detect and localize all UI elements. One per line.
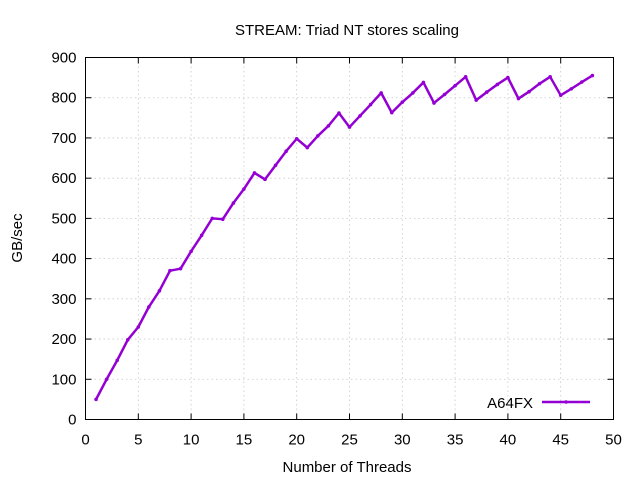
data-point <box>136 325 141 329</box>
data-point <box>484 90 489 94</box>
data-point <box>421 80 426 85</box>
chart-title: STREAM: Triad NT stores scaling <box>235 22 459 39</box>
y-axis-label: GB/sec <box>9 213 26 263</box>
data-point <box>548 75 552 79</box>
x-tick-label: 15 <box>236 432 253 449</box>
plot-frame <box>85 57 614 420</box>
data-point <box>294 136 299 141</box>
data-point <box>474 98 479 102</box>
data-point <box>463 75 468 79</box>
data-point <box>411 91 415 95</box>
data-point <box>580 80 584 84</box>
data-point <box>537 81 542 86</box>
data-point <box>273 163 278 168</box>
data-point <box>347 125 352 129</box>
y-tick-label: 900 <box>51 50 76 67</box>
ticks-layer: 0 5 10 15 20 25 30 35 40 45 5001002003004005006007… <box>51 50 621 449</box>
data-point <box>305 145 310 150</box>
data-point <box>220 217 225 221</box>
data-point <box>442 92 447 97</box>
x-tick-label: 0 <box>81 432 89 449</box>
y-tick-label: 100 <box>51 371 76 388</box>
x-tick-label: 20 <box>288 432 305 449</box>
data-point <box>104 377 109 382</box>
y-tick-label: 600 <box>51 170 76 187</box>
data-point <box>358 114 362 118</box>
data-point <box>284 149 288 154</box>
data-point <box>453 83 457 88</box>
x-tick-label: 30 <box>394 432 411 449</box>
data-point <box>210 216 215 221</box>
series-line-a64fx <box>94 74 594 400</box>
grid-layer <box>85 57 614 420</box>
legend-marker-a64fx <box>564 400 568 404</box>
y-tick-label: 500 <box>51 210 76 227</box>
data-point <box>252 171 257 175</box>
legend-label-a64fx: A64FX <box>487 395 533 412</box>
data-point <box>263 177 267 182</box>
x-tick-label: 35 <box>447 432 464 449</box>
y-tick-label: 700 <box>51 130 76 147</box>
data-point <box>506 75 510 80</box>
data-point <box>432 101 436 105</box>
x-tick-label: 10 <box>183 432 200 449</box>
x-tick-label: 25 <box>341 432 358 449</box>
legend: A64FX <box>487 395 590 412</box>
data-point <box>527 89 531 94</box>
data-point <box>125 338 130 342</box>
data-point <box>168 268 172 273</box>
data-point <box>242 187 246 191</box>
data-point <box>495 82 500 87</box>
x-tick-label: 40 <box>500 432 517 449</box>
x-tick-label: 45 <box>552 432 569 449</box>
data-point <box>379 91 383 95</box>
y-tick-label: 0 <box>68 412 76 429</box>
y-tick-label: 800 <box>51 90 76 107</box>
data-point <box>326 124 331 128</box>
series-layer <box>94 73 595 402</box>
data-point <box>231 201 236 205</box>
x-tick-label: 50 <box>605 432 622 449</box>
data-point <box>316 134 320 138</box>
x-tick-label: 5 <box>134 432 142 449</box>
x-axis-label: Number of Threads <box>283 459 412 476</box>
data-point <box>569 87 574 91</box>
y-tick-label: 400 <box>51 251 76 268</box>
y-tick-label: 300 <box>51 291 76 308</box>
data-point <box>115 358 119 363</box>
y-tick-label: 200 <box>51 331 76 348</box>
data-point <box>590 73 595 78</box>
data-point <box>147 305 151 309</box>
data-point <box>558 93 563 98</box>
data-point <box>368 102 373 107</box>
data-point <box>189 249 193 254</box>
data-point <box>389 110 394 115</box>
data-point <box>157 288 162 293</box>
data-point <box>199 233 204 238</box>
data-point <box>400 100 405 104</box>
data-point <box>337 111 341 115</box>
data-point <box>94 397 98 402</box>
data-point <box>516 96 521 101</box>
data-point <box>178 266 183 271</box>
